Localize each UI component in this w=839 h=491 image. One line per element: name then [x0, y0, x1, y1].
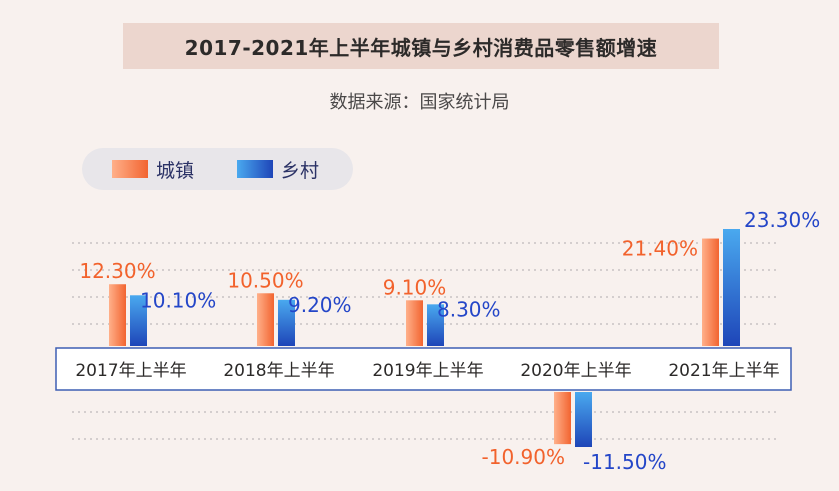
- legend-swatch-urban: [112, 160, 148, 178]
- legend-item-rural: 乡村: [237, 148, 319, 190]
- data-label-rural: 9.20%: [288, 293, 352, 317]
- bar-urban: [554, 392, 571, 445]
- legend-label-urban: 城镇: [156, 159, 195, 182]
- data-label-rural: 8.30%: [437, 297, 501, 321]
- data-label-urban: -10.90%: [482, 445, 565, 469]
- category-axis-box: [55, 347, 792, 391]
- bar-rural: [575, 392, 592, 447]
- chart-subtitle: 数据来源：国家统计局: [329, 92, 510, 113]
- category-label: 2018年上半年: [223, 361, 334, 381]
- bar-rural: [278, 299, 295, 346]
- data-label-rural: -11.50%: [583, 450, 666, 474]
- bar-urban: [406, 300, 423, 346]
- data-label-urban: 12.30%: [79, 259, 155, 283]
- data-label-urban: 9.10%: [383, 275, 447, 299]
- data-label-urban: 10.50%: [227, 268, 303, 292]
- category-label: 2019年上半年: [372, 361, 483, 381]
- legend-swatch-rural: [237, 160, 273, 178]
- title-banner: 2017-2021年上半年城镇与乡村消费品零售额增速: [123, 23, 719, 69]
- bar-rural: [427, 304, 444, 346]
- data-label-rural: 10.10%: [140, 288, 216, 312]
- legend-label-rural: 乡村: [281, 159, 320, 182]
- legend: 城镇 乡村: [82, 148, 353, 190]
- legend-item-urban: 城镇: [112, 148, 194, 190]
- chart-title: 2017-2021年上半年城镇与乡村消费品零售额增速: [184, 35, 658, 60]
- bar-urban: [109, 284, 126, 346]
- data-label-urban: 21.40%: [622, 237, 698, 261]
- category-label: 2017年上半年: [75, 361, 186, 381]
- bar-urban: [257, 293, 274, 346]
- category-label: 2021年上半年: [668, 361, 779, 381]
- bar-rural: [130, 295, 147, 346]
- bar-rural: [723, 229, 740, 346]
- bar-urban: [702, 238, 719, 346]
- data-label-rural: 23.30%: [744, 208, 820, 232]
- category-label: 2020年上半年: [520, 361, 631, 381]
